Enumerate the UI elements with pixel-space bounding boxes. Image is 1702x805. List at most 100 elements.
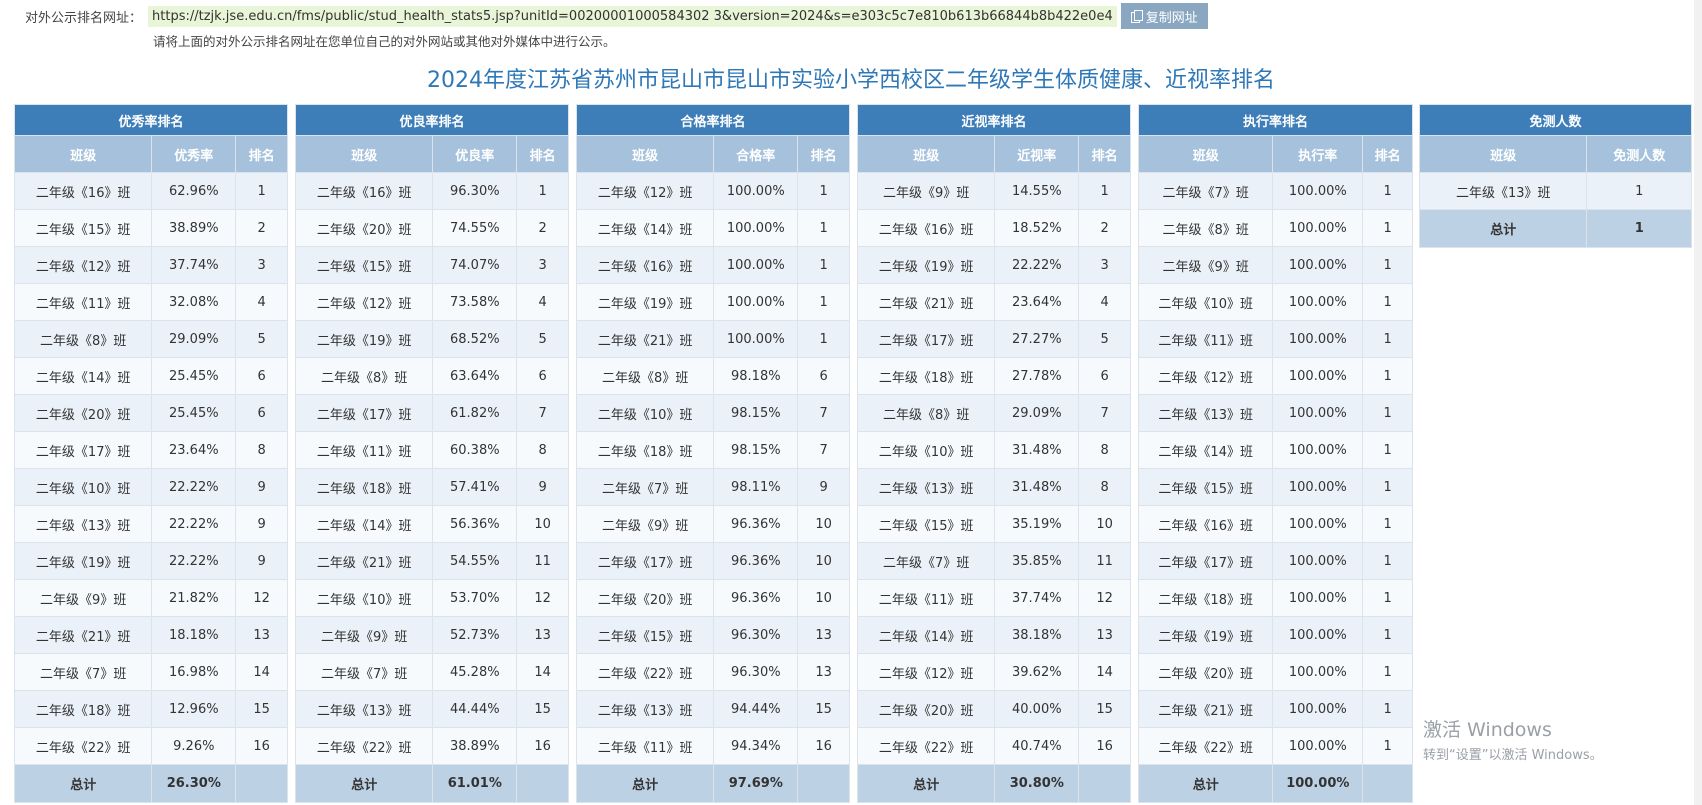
table-cell: 6 <box>235 394 288 432</box>
total-row: 总计 26.30% <box>13 764 288 803</box>
column-header: 近视率 <box>994 135 1080 173</box>
table-cell: 二年级《20》班 <box>294 209 434 247</box>
table-cell: 二年级《8》班 <box>856 394 996 432</box>
table-row: 二年级《9》班 14.55% 1 <box>856 172 1131 210</box>
table-cell: 100.00% <box>713 320 799 358</box>
table-cell: 100.00% <box>1272 357 1364 395</box>
table-cell: 13 <box>235 616 288 654</box>
total-row: 总计 97.69% <box>575 764 850 803</box>
table-row: 二年级《18》班 12.96% 15 <box>13 690 288 728</box>
table-row: 二年级《15》班 74.07% 3 <box>294 246 569 284</box>
table-row: 二年级《21》班 18.18% 13 <box>13 616 288 654</box>
table-cell: 二年级《7》班 <box>294 653 434 691</box>
column-header: 班级 <box>294 135 434 173</box>
table-cell: 二年级《17》班 <box>1137 542 1274 580</box>
table-cell: 37.74% <box>994 579 1080 617</box>
table-cell: 二年级《12》班 <box>856 653 996 691</box>
table-cell: 二年级《19》班 <box>1137 616 1274 654</box>
table-row: 二年级《8》班 63.64% 6 <box>294 357 569 395</box>
table-cell: 35.19% <box>994 505 1080 543</box>
table-row: 二年级《7》班 100.00% 1 <box>1137 172 1413 210</box>
table-cell: 14.55% <box>994 172 1080 210</box>
table-cell: 二年级《20》班 <box>1137 653 1274 691</box>
table-cell: 二年级《20》班 <box>13 394 153 432</box>
table-row: 二年级《16》班 96.30% 1 <box>294 172 569 210</box>
table-cell: 1 <box>1078 172 1131 210</box>
table-cell: 60.38% <box>432 431 518 469</box>
table-cell: 1 <box>1362 542 1413 580</box>
table-cell: 54.55% <box>432 542 518 580</box>
url-row: 对外公示排名网址： https://tzjk.jse.edu.cn/fms/pu… <box>25 3 1208 29</box>
table-title: 近视率排名 <box>857 104 1131 136</box>
table-cell: 二年级《19》班 <box>856 246 996 284</box>
table-cell: 二年级《14》班 <box>1137 431 1274 469</box>
table-row: 二年级《9》班 21.82% 12 <box>13 579 288 617</box>
table-cell: 1 <box>1362 468 1413 506</box>
total-cell: 1 <box>1586 209 1692 248</box>
table-row: 二年级《14》班 100.00% 1 <box>575 209 850 247</box>
table-cell: 4 <box>516 283 569 321</box>
column-header: 班级 <box>1418 135 1588 173</box>
table-row: 二年级《16》班 100.00% 1 <box>1137 505 1413 543</box>
table-cell: 12 <box>235 579 288 617</box>
total-row: 总计 1 <box>1418 209 1692 248</box>
table-cell: 1 <box>797 246 850 284</box>
vertical-scrollbar[interactable] <box>1694 0 1702 805</box>
table-cell: 10 <box>797 542 850 580</box>
table-cell: 12 <box>516 579 569 617</box>
public-url-text[interactable]: https://tzjk.jse.edu.cn/fms/public/stud_… <box>148 5 1117 27</box>
table-cell: 7 <box>516 394 569 432</box>
table-cell: 1 <box>1362 690 1413 728</box>
table-cell: 二年级《22》班 <box>1137 727 1274 765</box>
table-cell: 6 <box>1078 357 1131 395</box>
table-cell: 1 <box>797 320 850 358</box>
page-title: 2024年度江苏省苏州市昆山市昆山市实验小学西校区二年级学生体质健康、近视率排名 <box>427 68 1275 93</box>
copy-url-button[interactable]: 复制网址 <box>1120 3 1208 29</box>
table-cell: 1 <box>1362 579 1413 617</box>
table-cell: 9 <box>235 505 288 543</box>
table-cell: 13 <box>797 616 850 654</box>
table-cell: 二年级《12》班 <box>1137 357 1274 395</box>
table-cell: 31.48% <box>994 468 1080 506</box>
table-cell: 二年级《12》班 <box>294 283 434 321</box>
table-cell: 1 <box>516 172 569 210</box>
table-title: 免测人数 <box>1419 104 1692 136</box>
table-row: 二年级《16》班 18.52% 2 <box>856 209 1131 247</box>
table-cell: 二年级《16》班 <box>294 172 434 210</box>
table-cell: 1 <box>1362 653 1413 691</box>
table-cell: 二年级《10》班 <box>856 431 996 469</box>
total-cell: 100.00% <box>1272 764 1364 803</box>
table-cell: 22.22% <box>151 505 237 543</box>
table-cell: 15 <box>516 690 569 728</box>
table-row: 二年级《20》班 74.55% 2 <box>294 209 569 247</box>
table-cell: 二年级《16》班 <box>13 172 153 210</box>
table-row: 二年级《10》班 98.15% 7 <box>575 394 850 432</box>
table-cell: 二年级《15》班 <box>294 246 434 284</box>
table-cell: 100.00% <box>1272 690 1364 728</box>
total-row: 总计 30.80% <box>856 764 1131 803</box>
table-row: 二年级《18》班 100.00% 1 <box>1137 579 1413 617</box>
table-row: 二年级《12》班 37.74% 3 <box>13 246 288 284</box>
table-cell: 9 <box>235 468 288 506</box>
table-cell: 2 <box>1078 209 1131 247</box>
table-cell: 100.00% <box>1272 616 1364 654</box>
table-cell: 22.22% <box>151 542 237 580</box>
table-cell: 二年级《21》班 <box>13 616 153 654</box>
table-row: 二年级《8》班 29.09% 5 <box>13 320 288 358</box>
table-cell: 9 <box>516 468 569 506</box>
table-cell: 1 <box>1362 616 1413 654</box>
table-cell: 96.36% <box>713 542 799 580</box>
table-cell: 98.15% <box>713 394 799 432</box>
table-cell: 9 <box>235 542 288 580</box>
total-cell <box>516 764 569 803</box>
table-cell: 16 <box>516 727 569 765</box>
table-cell: 二年级《15》班 <box>1137 468 1274 506</box>
table-title: 执行率排名 <box>1138 104 1413 136</box>
table-cell: 23.64% <box>994 283 1080 321</box>
table-cell: 二年级《11》班 <box>13 283 153 321</box>
column-header: 班级 <box>856 135 996 173</box>
table-row: 二年级《22》班 40.74% 16 <box>856 727 1131 765</box>
table-cell: 74.55% <box>432 209 518 247</box>
table-cell: 100.00% <box>1272 727 1364 765</box>
table-cell: 二年级《19》班 <box>294 320 434 358</box>
